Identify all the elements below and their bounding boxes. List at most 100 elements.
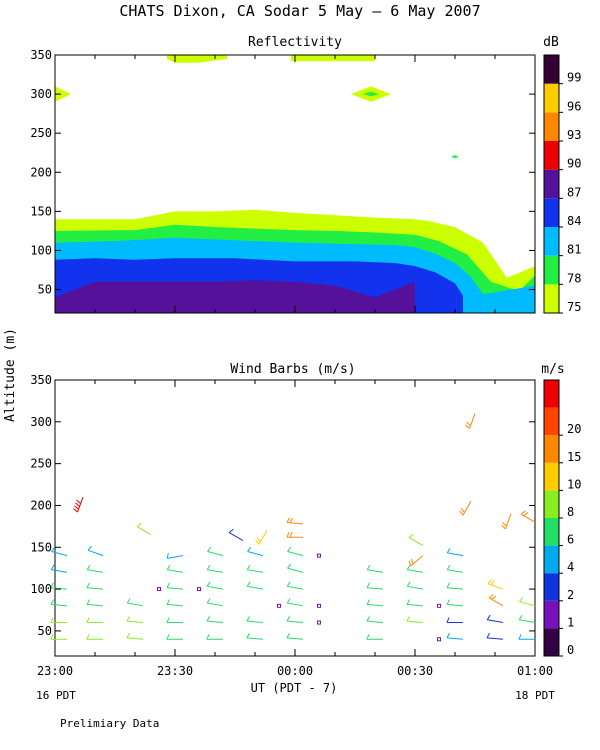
- reflectivity-colorbar-label-99: 99: [567, 71, 581, 85]
- wind-barb: [366, 599, 384, 607]
- wind-barb: [136, 523, 152, 536]
- wind-barb: [126, 616, 144, 624]
- wind-barb: [166, 553, 184, 559]
- wind-barb: [228, 528, 244, 542]
- wind-barb: [366, 582, 384, 590]
- wind-y-axis: 50 100 150 200 250 300 350: [30, 373, 535, 638]
- reflectivity-y-tick-label-250: 250: [30, 126, 52, 140]
- wind-barb: [86, 617, 103, 624]
- wind-barb: [286, 581, 304, 590]
- reflectivity-colorbar-swatch-0: [544, 284, 559, 313]
- wind-barb: [287, 546, 304, 557]
- wind-colorbar-swatch-4: [544, 518, 559, 546]
- wind-barb: [246, 616, 264, 624]
- wind-barbs-panel: Wind Barbs (m/s) 50 100 150 200 250 300 350 0 1…: [30, 362, 581, 657]
- wind-colorbar-swatch-8: [544, 407, 559, 436]
- wind-barb: [519, 597, 536, 607]
- wind-barb: [166, 599, 184, 607]
- wind-barb: [86, 582, 104, 590]
- wind-barb: [50, 599, 68, 607]
- wind-barb: [408, 555, 424, 567]
- wind-barb: [126, 598, 144, 607]
- wind-barb: [518, 634, 535, 640]
- wind-barb: [50, 564, 68, 573]
- wind-y-tick-label-350: 350: [30, 373, 52, 387]
- wind-barb: [406, 581, 424, 590]
- reflectivity-colorbar-swatch-8: [544, 55, 559, 84]
- wind-barb: [366, 634, 383, 640]
- wind-barb: [446, 617, 463, 624]
- wind-barb: [406, 616, 424, 624]
- wind-barb: [518, 614, 536, 624]
- reflectivity-y-tick-label-100: 100: [30, 243, 52, 257]
- wind-barb: [488, 594, 504, 607]
- reflectivity-colorbar-swatch-7: [544, 83, 559, 113]
- reflectivity-y-tick-label-50: 50: [38, 283, 52, 297]
- calm-wind-marker: [157, 587, 161, 592]
- wind-barb: [465, 413, 476, 429]
- wind-barb: [246, 581, 264, 590]
- wind-barb: [166, 582, 184, 590]
- wind-barb: [206, 598, 224, 607]
- wind-barb: [87, 545, 104, 557]
- calm-wind-marker: [437, 637, 441, 642]
- wind-barb: [286, 616, 304, 624]
- wind-y-tick-label-250: 250: [30, 457, 52, 471]
- wind-barb: [51, 546, 68, 557]
- wind-colorbar-label-8: 8: [567, 505, 574, 519]
- wind-barb: [86, 564, 104, 573]
- reflectivity-colorbar-swatch-1: [544, 255, 559, 285]
- wind-barb: [126, 632, 144, 640]
- wind-barb: [286, 632, 304, 640]
- reflectivity-y-tick-label-150: 150: [30, 204, 52, 218]
- x-tick-label-4: 01:00: [517, 664, 553, 678]
- wind-barb: [487, 579, 504, 590]
- wind-barb: [286, 598, 304, 607]
- reflectivity-contour-75-5: [167, 55, 227, 63]
- wind-barb: [166, 564, 184, 573]
- reflectivity-colorbar-swatch-6: [544, 112, 559, 141]
- figure-title: CHATS Dixon, CA Sodar 5 May – 6 May 2007: [119, 2, 480, 20]
- reflectivity-colorbar-swatch-3: [544, 198, 559, 227]
- wind-colorbar-swatch-5: [544, 490, 559, 518]
- wind-barb: [206, 564, 224, 573]
- reflectivity-colorbar-label-84: 84: [567, 214, 581, 228]
- wind-barb: [73, 496, 84, 513]
- wind-barb: [86, 634, 103, 640]
- wind-barb: [286, 517, 304, 525]
- wind-barb: [406, 599, 424, 607]
- reflectivity-plot-area: [54, 54, 536, 314]
- wind-barb: [459, 501, 472, 516]
- calm-wind-marker: [277, 603, 281, 608]
- reflectivity-y-axis: 50 100 150 200 250 300 350: [30, 48, 535, 297]
- wind-colorbar-label-4: 4: [567, 560, 574, 574]
- reflectivity-colorbar-label-75: 75: [567, 300, 581, 314]
- wind-barb: [50, 617, 67, 624]
- wind-barb: [206, 634, 223, 640]
- wind-colorbar: 0 1 2 4 6 8 10 15 20: [543, 379, 581, 657]
- wind-barb: [446, 548, 464, 557]
- reflectivity-title: Reflectivity: [248, 35, 342, 50]
- reflectivity-colorbar: 75 78 81 84 87 90 93 96 99: [543, 54, 581, 314]
- wind-colorbar-unit: m/s: [541, 362, 564, 377]
- reflectivity-y-tick-label-200: 200: [30, 165, 52, 179]
- wind-barb: [501, 513, 512, 530]
- wind-barb: [446, 599, 464, 607]
- wind-barb: [520, 510, 536, 523]
- wind-barb: [86, 599, 104, 607]
- wind-colorbar-swatch-3: [544, 545, 559, 574]
- reflectivity-colorbar-frame: [543, 54, 560, 314]
- calm-wind-marker: [317, 620, 321, 625]
- wind-frame: [54, 379, 536, 657]
- reflectivity-colorbar-label-96: 96: [567, 99, 581, 113]
- wind-barb: [206, 616, 224, 624]
- wind-barb: [486, 632, 504, 640]
- wind-barb: [446, 582, 464, 590]
- footer-note: Prelimiary Data: [60, 717, 159, 730]
- wind-y-tick-label-50: 50: [38, 624, 52, 638]
- wind-colorbar-label-20: 20: [567, 422, 581, 436]
- wind-barb: [486, 614, 504, 624]
- wind-colorbar-label-0: 0: [567, 643, 574, 657]
- wind-barb: [50, 634, 67, 640]
- wind-barb: [366, 564, 384, 573]
